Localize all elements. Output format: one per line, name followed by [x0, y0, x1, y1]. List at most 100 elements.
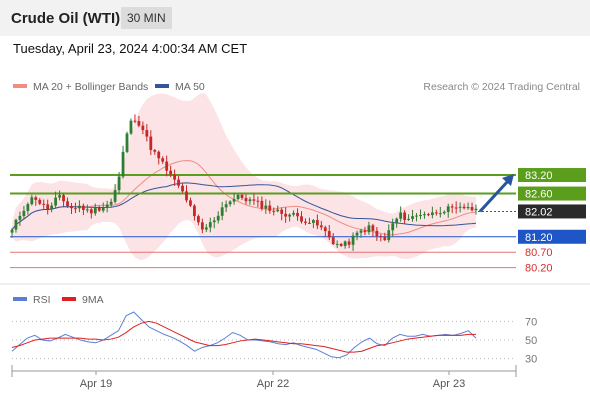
candle-body — [292, 212, 295, 215]
forecast-arrow — [478, 180, 510, 213]
candle-body — [153, 150, 157, 152]
candle-body — [319, 225, 323, 228]
candle-body — [101, 207, 105, 211]
resistance-label: 82.60 — [525, 189, 553, 201]
candle-body — [208, 222, 212, 228]
candle-body — [117, 176, 121, 191]
candle-body — [438, 213, 442, 215]
candle-body — [81, 205, 85, 210]
support-label: 81.20 — [525, 232, 553, 244]
candle-body — [220, 207, 224, 216]
candle-body — [256, 200, 260, 202]
chart-header: Crude Oil (WTI) 30 MIN — [0, 0, 590, 36]
bollinger-bands — [12, 92, 476, 260]
candle-body — [224, 204, 228, 208]
candle-body — [236, 194, 240, 200]
ma50-legend-label: MA 50 — [175, 81, 205, 93]
candle-body — [54, 197, 58, 206]
price-levels — [10, 174, 516, 269]
candle-body — [109, 201, 113, 205]
candle-body — [125, 133, 129, 152]
candle-body — [97, 207, 101, 211]
rsi-ma-line — [11, 320, 476, 353]
candle-body — [387, 230, 391, 241]
candle-body — [458, 206, 462, 208]
candle-body — [434, 212, 438, 214]
x-axis-tick-label: Apr 22 — [257, 378, 289, 390]
candle-body — [189, 200, 192, 206]
resistance-label-box — [518, 168, 586, 183]
candle-body — [85, 209, 89, 211]
candle-body — [423, 214, 426, 216]
candle-body — [244, 197, 248, 202]
candle-body — [367, 225, 371, 233]
candle-body — [474, 208, 478, 211]
candle-body — [38, 199, 42, 204]
bollinger-band-area — [12, 92, 476, 260]
rsi-legend-label: RSI — [33, 294, 51, 306]
candle-body — [260, 200, 264, 209]
candle-body — [359, 230, 363, 233]
candle-body — [419, 214, 422, 216]
candle-body — [371, 225, 375, 231]
ma50-legend-swatch — [155, 84, 169, 88]
instrument-title: Crude Oil (WTI) — [11, 10, 121, 27]
candle-body — [228, 201, 232, 205]
candle-body — [30, 197, 34, 205]
target-label: 80.20 — [525, 263, 553, 275]
candle-body — [193, 205, 196, 217]
candle-body — [351, 235, 355, 245]
candle-body — [454, 207, 458, 209]
candle-body — [212, 220, 216, 223]
x-axis-tick-label: Apr 23 — [433, 378, 465, 390]
candle-body — [50, 205, 54, 210]
candle-body — [196, 216, 200, 223]
candle-body — [165, 161, 169, 171]
candle-body — [446, 206, 450, 212]
candle-body — [399, 212, 403, 219]
candle-body — [323, 227, 327, 232]
candle-body — [415, 215, 418, 217]
candle-body — [93, 207, 97, 214]
candle-body — [308, 222, 311, 224]
rsi-tick-label: 50 — [525, 335, 537, 347]
candle-body — [149, 136, 153, 151]
candle-body — [181, 185, 184, 192]
candle-body — [272, 210, 276, 212]
candle-body — [442, 211, 446, 214]
candle-body — [427, 214, 430, 216]
ma20-legend-swatch — [13, 84, 27, 88]
candle-body — [14, 219, 18, 230]
candle-body — [89, 209, 93, 214]
candle-body — [232, 199, 236, 202]
candle-body — [268, 205, 272, 211]
candle-body — [70, 206, 73, 209]
candle-body — [470, 206, 474, 211]
rsi-legend-swatch — [13, 297, 27, 301]
candle-body — [58, 195, 61, 198]
candle-body — [430, 212, 434, 216]
resistance-label-box — [518, 186, 586, 201]
timeframe-badge[interactable]: 30 MIN — [121, 7, 172, 29]
candle-body — [157, 151, 161, 159]
candle-body — [133, 120, 137, 122]
candle-body — [129, 120, 133, 134]
candle-body — [248, 199, 252, 202]
candle-body — [280, 209, 284, 214]
candle-body — [466, 206, 470, 209]
ma50-line — [11, 182, 477, 230]
candle-body — [204, 227, 208, 230]
candle-body — [137, 120, 141, 126]
candle-body — [173, 174, 176, 180]
price-level-labels: 83.20 82.60 82.02 81.20 80.70 80.20 — [518, 168, 586, 275]
candle-body — [145, 130, 149, 137]
resistance-label: 83.20 — [525, 170, 553, 182]
candle-body — [383, 237, 387, 241]
candle-body — [315, 220, 319, 226]
target-label: 80.70 — [525, 247, 553, 259]
candle-body — [141, 125, 145, 131]
candle-body — [34, 197, 38, 200]
candle-body — [200, 222, 204, 230]
x-axis-tick-label: Apr 19 — [80, 378, 112, 390]
